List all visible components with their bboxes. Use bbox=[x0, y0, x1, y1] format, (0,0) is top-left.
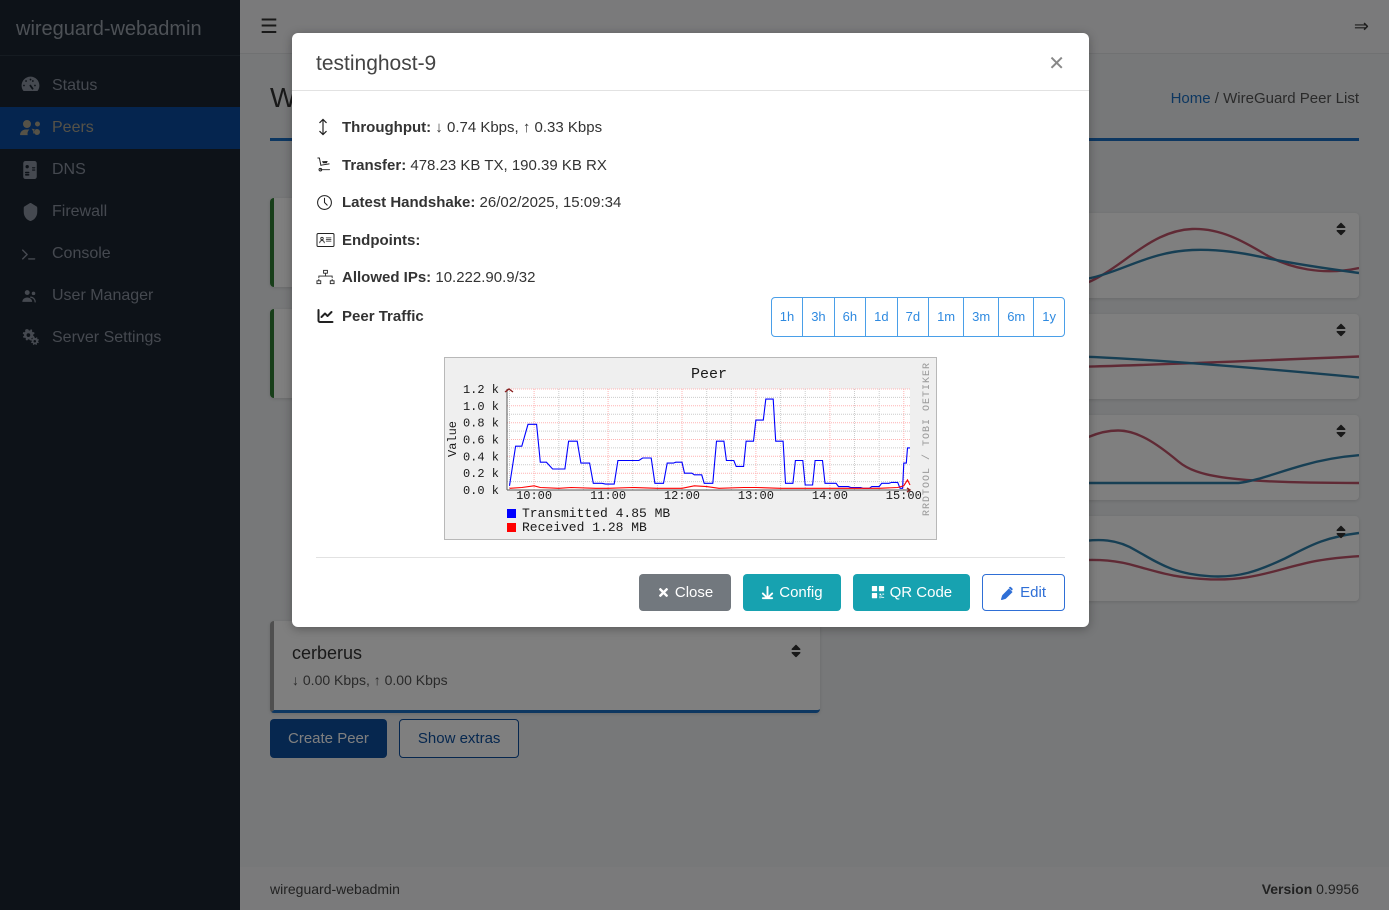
svg-text:12:00: 12:00 bbox=[664, 489, 700, 503]
svg-text:1.0 k: 1.0 k bbox=[463, 400, 499, 414]
svg-text:13:00: 13:00 bbox=[738, 489, 774, 503]
svg-text:0.4 k: 0.4 k bbox=[463, 450, 499, 464]
svg-text:1.2 k: 1.2 k bbox=[463, 383, 499, 397]
svg-text:11:00: 11:00 bbox=[590, 489, 626, 503]
svg-text:14:00: 14:00 bbox=[812, 489, 848, 503]
svg-text:0.2 k: 0.2 k bbox=[463, 467, 499, 481]
svg-text:Transmitted 4.85 MB: Transmitted 4.85 MB bbox=[522, 506, 670, 521]
svg-text:RRDTOOL / TOBI OETIKER: RRDTOOL / TOBI OETIKER bbox=[921, 362, 933, 516]
svg-text:15:00: 15:00 bbox=[886, 489, 922, 503]
svg-text:0.6 k: 0.6 k bbox=[463, 434, 499, 448]
svg-text:Value: Value bbox=[446, 421, 460, 457]
svg-text:0.8 k: 0.8 k bbox=[463, 417, 499, 431]
svg-text:0.0 k: 0.0 k bbox=[463, 484, 499, 498]
svg-text:10:00: 10:00 bbox=[516, 489, 552, 503]
svg-text:Peer: Peer bbox=[691, 366, 727, 383]
svg-text:Received 1.28 MB: Received 1.28 MB bbox=[522, 520, 647, 535]
